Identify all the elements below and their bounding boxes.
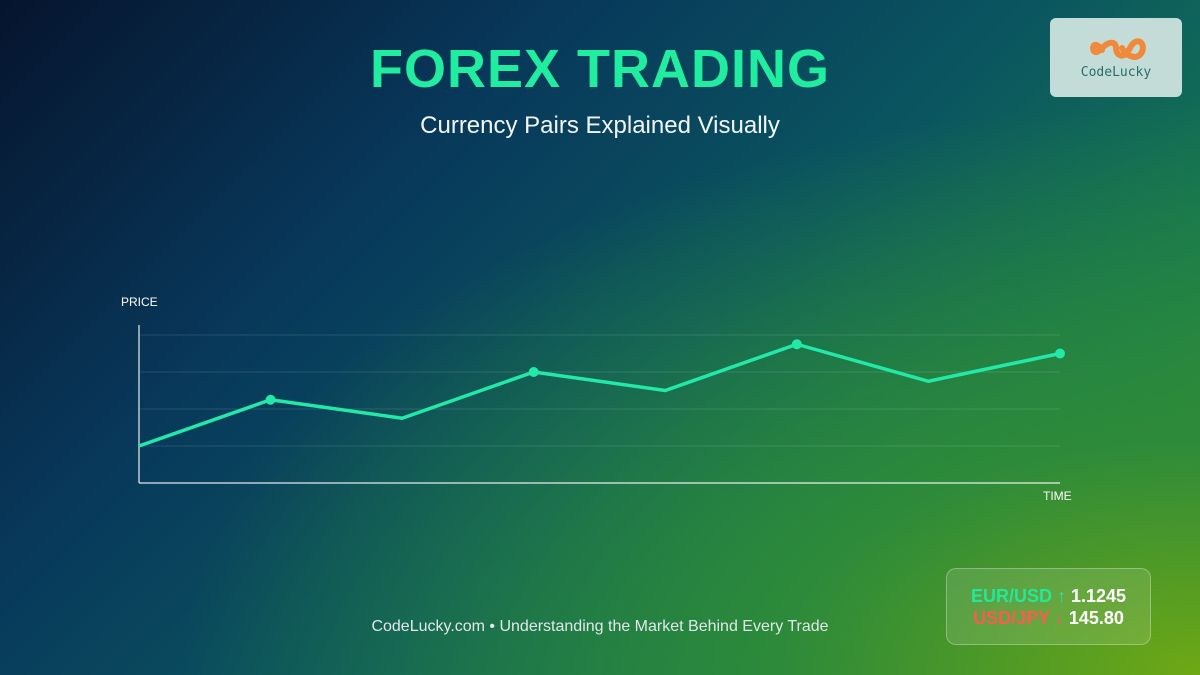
price: 1.1245 xyxy=(1070,586,1127,606)
price: 145.80 xyxy=(1068,608,1124,628)
logo-text: CodeLucky xyxy=(1080,65,1152,80)
logo[interactable]: CodeLucky xyxy=(1050,18,1182,97)
line xyxy=(138,342,1061,448)
point xyxy=(1055,348,1065,359)
ticker-row: USD/JPY ↓ 145.80 xyxy=(947,607,1150,629)
point xyxy=(265,394,276,405)
title: FOREX TRADING xyxy=(369,39,830,99)
arrow: ↑ xyxy=(1056,586,1066,606)
arrow: ↓ xyxy=(1054,608,1064,628)
pair: USD/JPY xyxy=(973,608,1050,628)
ticker-row: EUR/USD ↑ 1.1245 xyxy=(947,585,1150,607)
footer: CodeLucky.com • Understanding the Market… xyxy=(371,618,829,635)
ticker: EUR/USD ↑ 1.1245 USD/JPY ↓ 145.80 xyxy=(946,568,1151,645)
pair: EUR/USD xyxy=(970,586,1052,606)
point xyxy=(528,367,539,377)
logo-icon xyxy=(1090,38,1146,60)
y-axis-label: PRICE xyxy=(121,295,158,309)
point xyxy=(791,339,802,350)
x-axis-label: TIME xyxy=(1043,489,1072,503)
subtitle: Currency Pairs Explained Visually xyxy=(420,112,780,139)
